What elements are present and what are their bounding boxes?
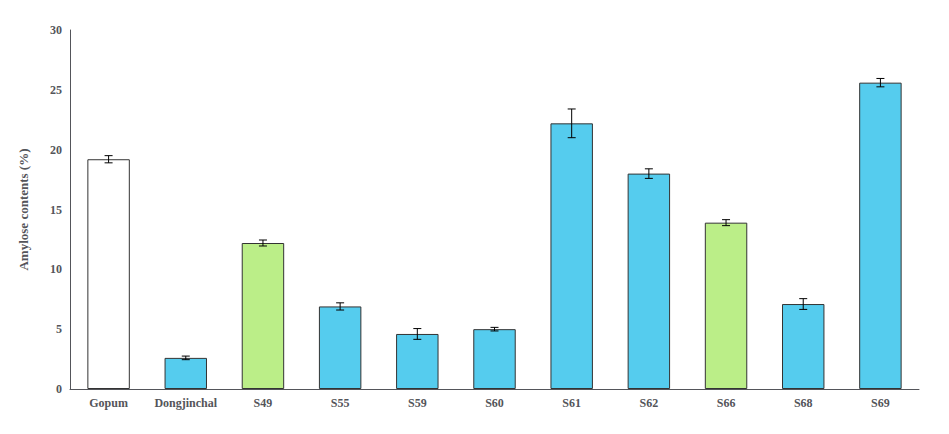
svg-text:25: 25: [50, 83, 62, 97]
svg-text:Amylose contents (%): Amylose contents (%): [16, 148, 31, 270]
svg-text:S55: S55: [331, 396, 350, 410]
svg-text:0: 0: [56, 382, 62, 396]
svg-text:Gopum: Gopum: [89, 396, 128, 410]
svg-text:10: 10: [50, 262, 62, 276]
svg-text:S66: S66: [717, 396, 736, 410]
svg-text:S61: S61: [562, 396, 581, 410]
svg-text:S49: S49: [254, 396, 273, 410]
svg-text:20: 20: [50, 143, 62, 157]
svg-text:15: 15: [50, 203, 62, 217]
svg-text:S62: S62: [640, 396, 659, 410]
svg-text:S68: S68: [794, 396, 813, 410]
svg-text:Dongjinchal: Dongjinchal: [154, 396, 217, 410]
svg-text:S59: S59: [408, 396, 427, 410]
svg-text:S60: S60: [485, 396, 504, 410]
svg-text:S69: S69: [871, 396, 890, 410]
svg-text:5: 5: [56, 322, 62, 336]
svg-text:30: 30: [50, 23, 62, 37]
